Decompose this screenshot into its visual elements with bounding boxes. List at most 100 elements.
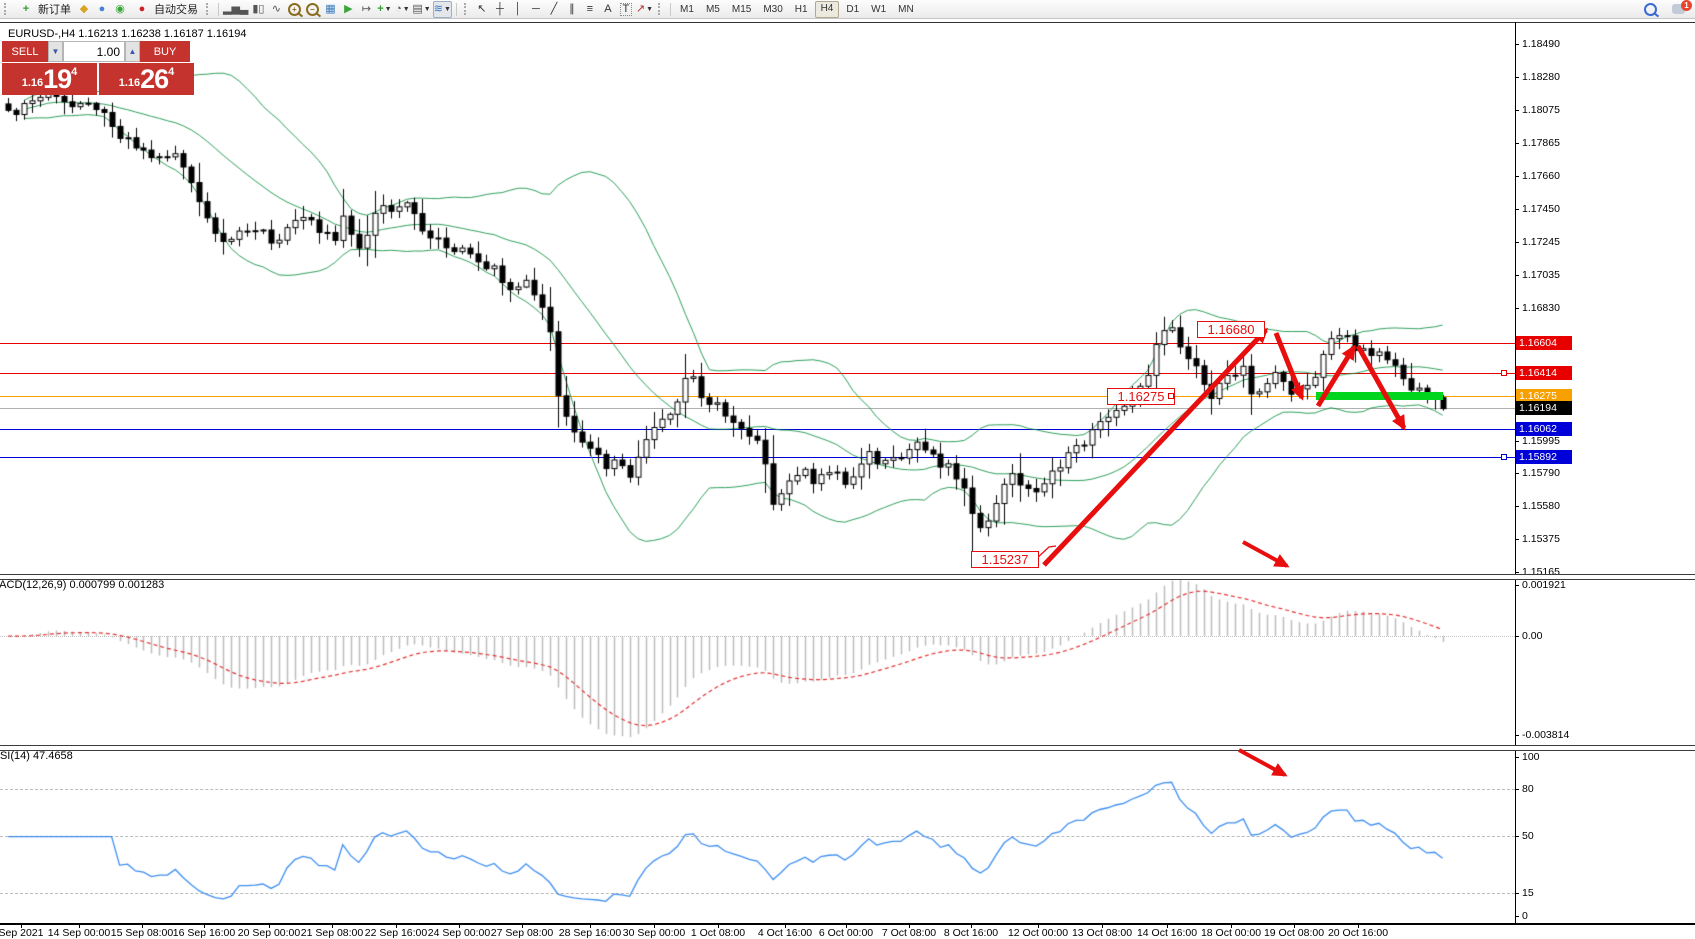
chart-shift-icon[interactable]: ↦ (358, 2, 374, 17)
timeframe-button-m15[interactable]: M15 (731, 3, 752, 15)
chevron-down-icon: ▼ (443, 5, 451, 13)
rsi-tick-mark (1515, 836, 1519, 837)
horizontal-line-icon[interactable]: ─ (528, 2, 544, 17)
profile-icon[interactable]: ● (94, 2, 110, 17)
periods-icon[interactable]: ◔ ▼ (394, 2, 410, 17)
fibonacci-icon[interactable]: ≡ (582, 2, 598, 17)
buy-price-quote[interactable]: 1.16 26 4 (99, 63, 194, 95)
macd-tick-label: -0.003814 (1522, 729, 1570, 741)
arrows-icon[interactable]: ↗ ▼ (636, 2, 653, 17)
swing-high-label[interactable]: 1.16680 (1197, 321, 1265, 338)
zoom-in-icon: + (287, 2, 301, 16)
styles-icon[interactable]: ◆ (76, 2, 92, 17)
objects-mode-icon[interactable]: ≋ ▼ (432, 0, 452, 18)
price-tick-mark (1515, 572, 1519, 573)
time-tick-mark (79, 925, 80, 928)
price-tick-mark (1515, 242, 1519, 243)
trendline-icon[interactable]: ╱ (546, 2, 562, 17)
price-tick-label: 1.18280 (1522, 71, 1560, 83)
support-zone-bar[interactable] (1316, 392, 1443, 400)
templates-icon[interactable]: ▤ ▼ (412, 2, 430, 17)
object-handle[interactable] (1168, 393, 1174, 399)
time-tick-label: 14 Sep 00:00 (47, 927, 111, 939)
autotrading-button[interactable]: ● 自动交易 (129, 1, 202, 17)
price-line-label[interactable]: 1.15892 (1516, 450, 1572, 464)
timeframe-button-d1[interactable]: D1 (846, 3, 860, 15)
timeframe-button-mn[interactable]: MN (898, 3, 914, 15)
horizontal-line-icon: ─ (531, 2, 540, 15)
notification-badge: 1 (1681, 0, 1692, 11)
timeframe-button-m1[interactable]: M1 (680, 3, 694, 15)
price-tick-label: 1.17245 (1522, 236, 1560, 248)
chart-shift-icon: ↦ (361, 2, 371, 15)
new-order-icon: + (22, 2, 30, 15)
chevron-down-icon: ▼ (384, 5, 392, 13)
cursor-icon[interactable]: ↖ (474, 2, 490, 17)
chevron-down-icon: ▼ (646, 5, 654, 13)
signal-icon[interactable]: ◉ (112, 2, 128, 17)
search-icon[interactable] (1642, 2, 1658, 17)
price-tick-mark (1515, 275, 1519, 276)
price-line-label[interactable]: 1.16275 (1516, 389, 1572, 403)
sell-price-prefix: 1.16 (21, 77, 44, 89)
volume-input[interactable] (63, 41, 125, 62)
time-tick-label: 18 Oct 00:00 (1200, 927, 1262, 939)
object-handle[interactable] (1501, 370, 1507, 376)
chat-icon[interactable]: 1 (1672, 0, 1692, 14)
vertical-line-icon[interactable]: │ (510, 2, 526, 17)
crosshair-icon[interactable]: ┼ (492, 2, 508, 17)
rsi-panel-separator[interactable] (0, 745, 1695, 751)
new-order-label: 新订单 (38, 4, 71, 16)
macd-panel-separator[interactable] (0, 574, 1695, 580)
timeframe-button-m30[interactable]: M30 (763, 3, 783, 15)
time-tick-label: 15 Sep 08:00 (110, 927, 174, 939)
symbol-info: EURUSD-,H4 1.16213 1.16238 1.16187 1.161… (8, 28, 247, 40)
indicators-icon[interactable]: + ▼ (376, 2, 392, 17)
sell-price-pips: 19 (43, 64, 72, 94)
auto-scroll-icon[interactable]: ▶ (340, 2, 356, 17)
autotrading-icon[interactable]: ● (134, 2, 150, 17)
candlestick-icon[interactable]: ▮▯ (250, 2, 266, 17)
object-handle[interactable] (1501, 454, 1507, 460)
volume-decrease-button[interactable]: ▼ (48, 41, 63, 62)
rsi-tick-mark (1515, 893, 1519, 894)
channel-icon[interactable]: ∥ (564, 2, 580, 17)
price-tick-mark (1515, 209, 1519, 210)
cursor-icon: ↖ (477, 2, 487, 15)
price-axis-border (1515, 22, 1516, 925)
chart-top-border (0, 22, 1695, 23)
timeframe-button-h4[interactable]: H4 (814, 0, 840, 18)
line-chart-icon: ∿ (271, 2, 281, 15)
sell-button[interactable]: SELL (2, 41, 48, 62)
sell-price-quote[interactable]: 1.16 19 4 (2, 63, 97, 95)
fibonacci-icon: ≡ (586, 2, 594, 15)
label-icon[interactable]: T (618, 2, 634, 17)
volume-increase-button[interactable]: ▲ (125, 41, 140, 62)
zoom-out-icon[interactable]: − (304, 2, 320, 17)
price-line-label[interactable]: 1.16604 (1516, 336, 1572, 350)
tile-windows-icon[interactable]: ▦ (322, 2, 338, 17)
new-order-button[interactable]: + 新订单 (13, 1, 75, 17)
chart-canvas[interactable] (0, 0, 1515, 937)
price-tick-mark (1515, 506, 1519, 507)
zoom-in-icon[interactable]: + (286, 2, 302, 17)
price-line-label[interactable]: 1.16414 (1516, 366, 1572, 380)
timeframe-button-h1[interactable]: H1 (794, 3, 808, 15)
toolbar-grip (206, 3, 211, 15)
text-icon[interactable]: A (600, 2, 616, 17)
bar-chart-icon: ▂▅▃ (223, 2, 249, 15)
timeframe-button-w1[interactable]: W1 (871, 3, 887, 15)
timeframe-button-m5[interactable]: M5 (705, 3, 720, 15)
line-chart-icon[interactable]: ∿ (268, 2, 284, 17)
chevron-down-icon: ▼ (423, 5, 431, 13)
time-tick-mark (459, 925, 460, 928)
buy-button[interactable]: BUY (140, 41, 190, 62)
bar-chart-icon[interactable]: ▂▅▃ (223, 2, 248, 17)
candlestick-icon: ▮▯ (252, 2, 265, 15)
swing-low-label[interactable]: 1.15237 (971, 551, 1039, 568)
toolbar-grip (463, 3, 469, 15)
tile-windows-icon: ▦ (325, 2, 336, 15)
pivot-price-label[interactable]: 1.16275 (1107, 388, 1175, 405)
price-line-label[interactable]: 1.16062 (1516, 422, 1572, 436)
new-order-icon[interactable]: + (18, 2, 34, 17)
